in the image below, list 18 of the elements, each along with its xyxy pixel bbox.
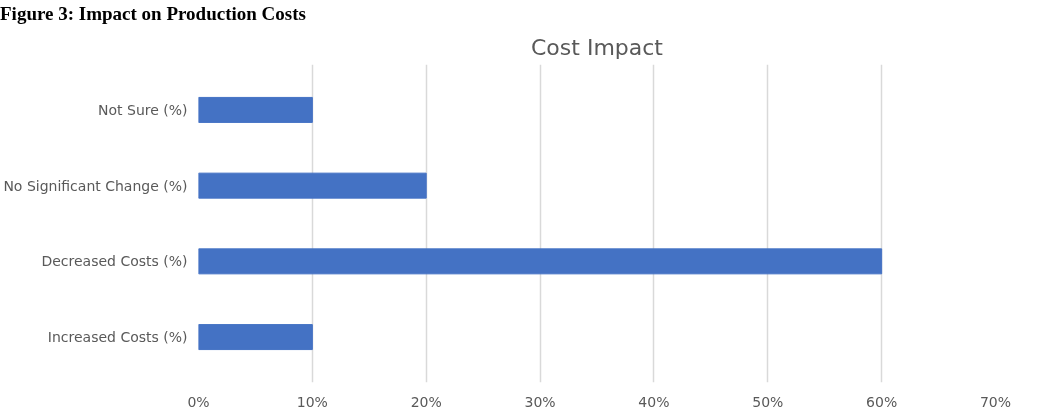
x-tick-label: 10%: [296, 393, 328, 410]
x-tick-label: 0%: [187, 393, 210, 410]
y-tick-label: Increased Costs (%): [47, 329, 188, 346]
y-tick-label: Decreased Costs (%): [41, 253, 188, 270]
y-tick-label: No Significant Change (%): [3, 177, 188, 194]
x-tick-label: 20%: [410, 393, 442, 410]
bar: [198, 324, 313, 351]
x-tick-label: 50%: [752, 393, 784, 410]
x-tick-label: 40%: [638, 393, 670, 410]
bar: [198, 248, 883, 275]
chart-title: Cost Impact: [531, 34, 664, 60]
caption: Figure 3: Impact on Production Costs: [0, 2, 306, 26]
x-tick-label: 70%: [979, 393, 1012, 410]
bar: [198, 97, 313, 124]
y-tick-label: Not Sure (%): [98, 102, 188, 119]
x-tick-label: 30%: [524, 393, 556, 410]
bar: [198, 172, 427, 199]
x-tick-label: 60%: [866, 393, 898, 410]
